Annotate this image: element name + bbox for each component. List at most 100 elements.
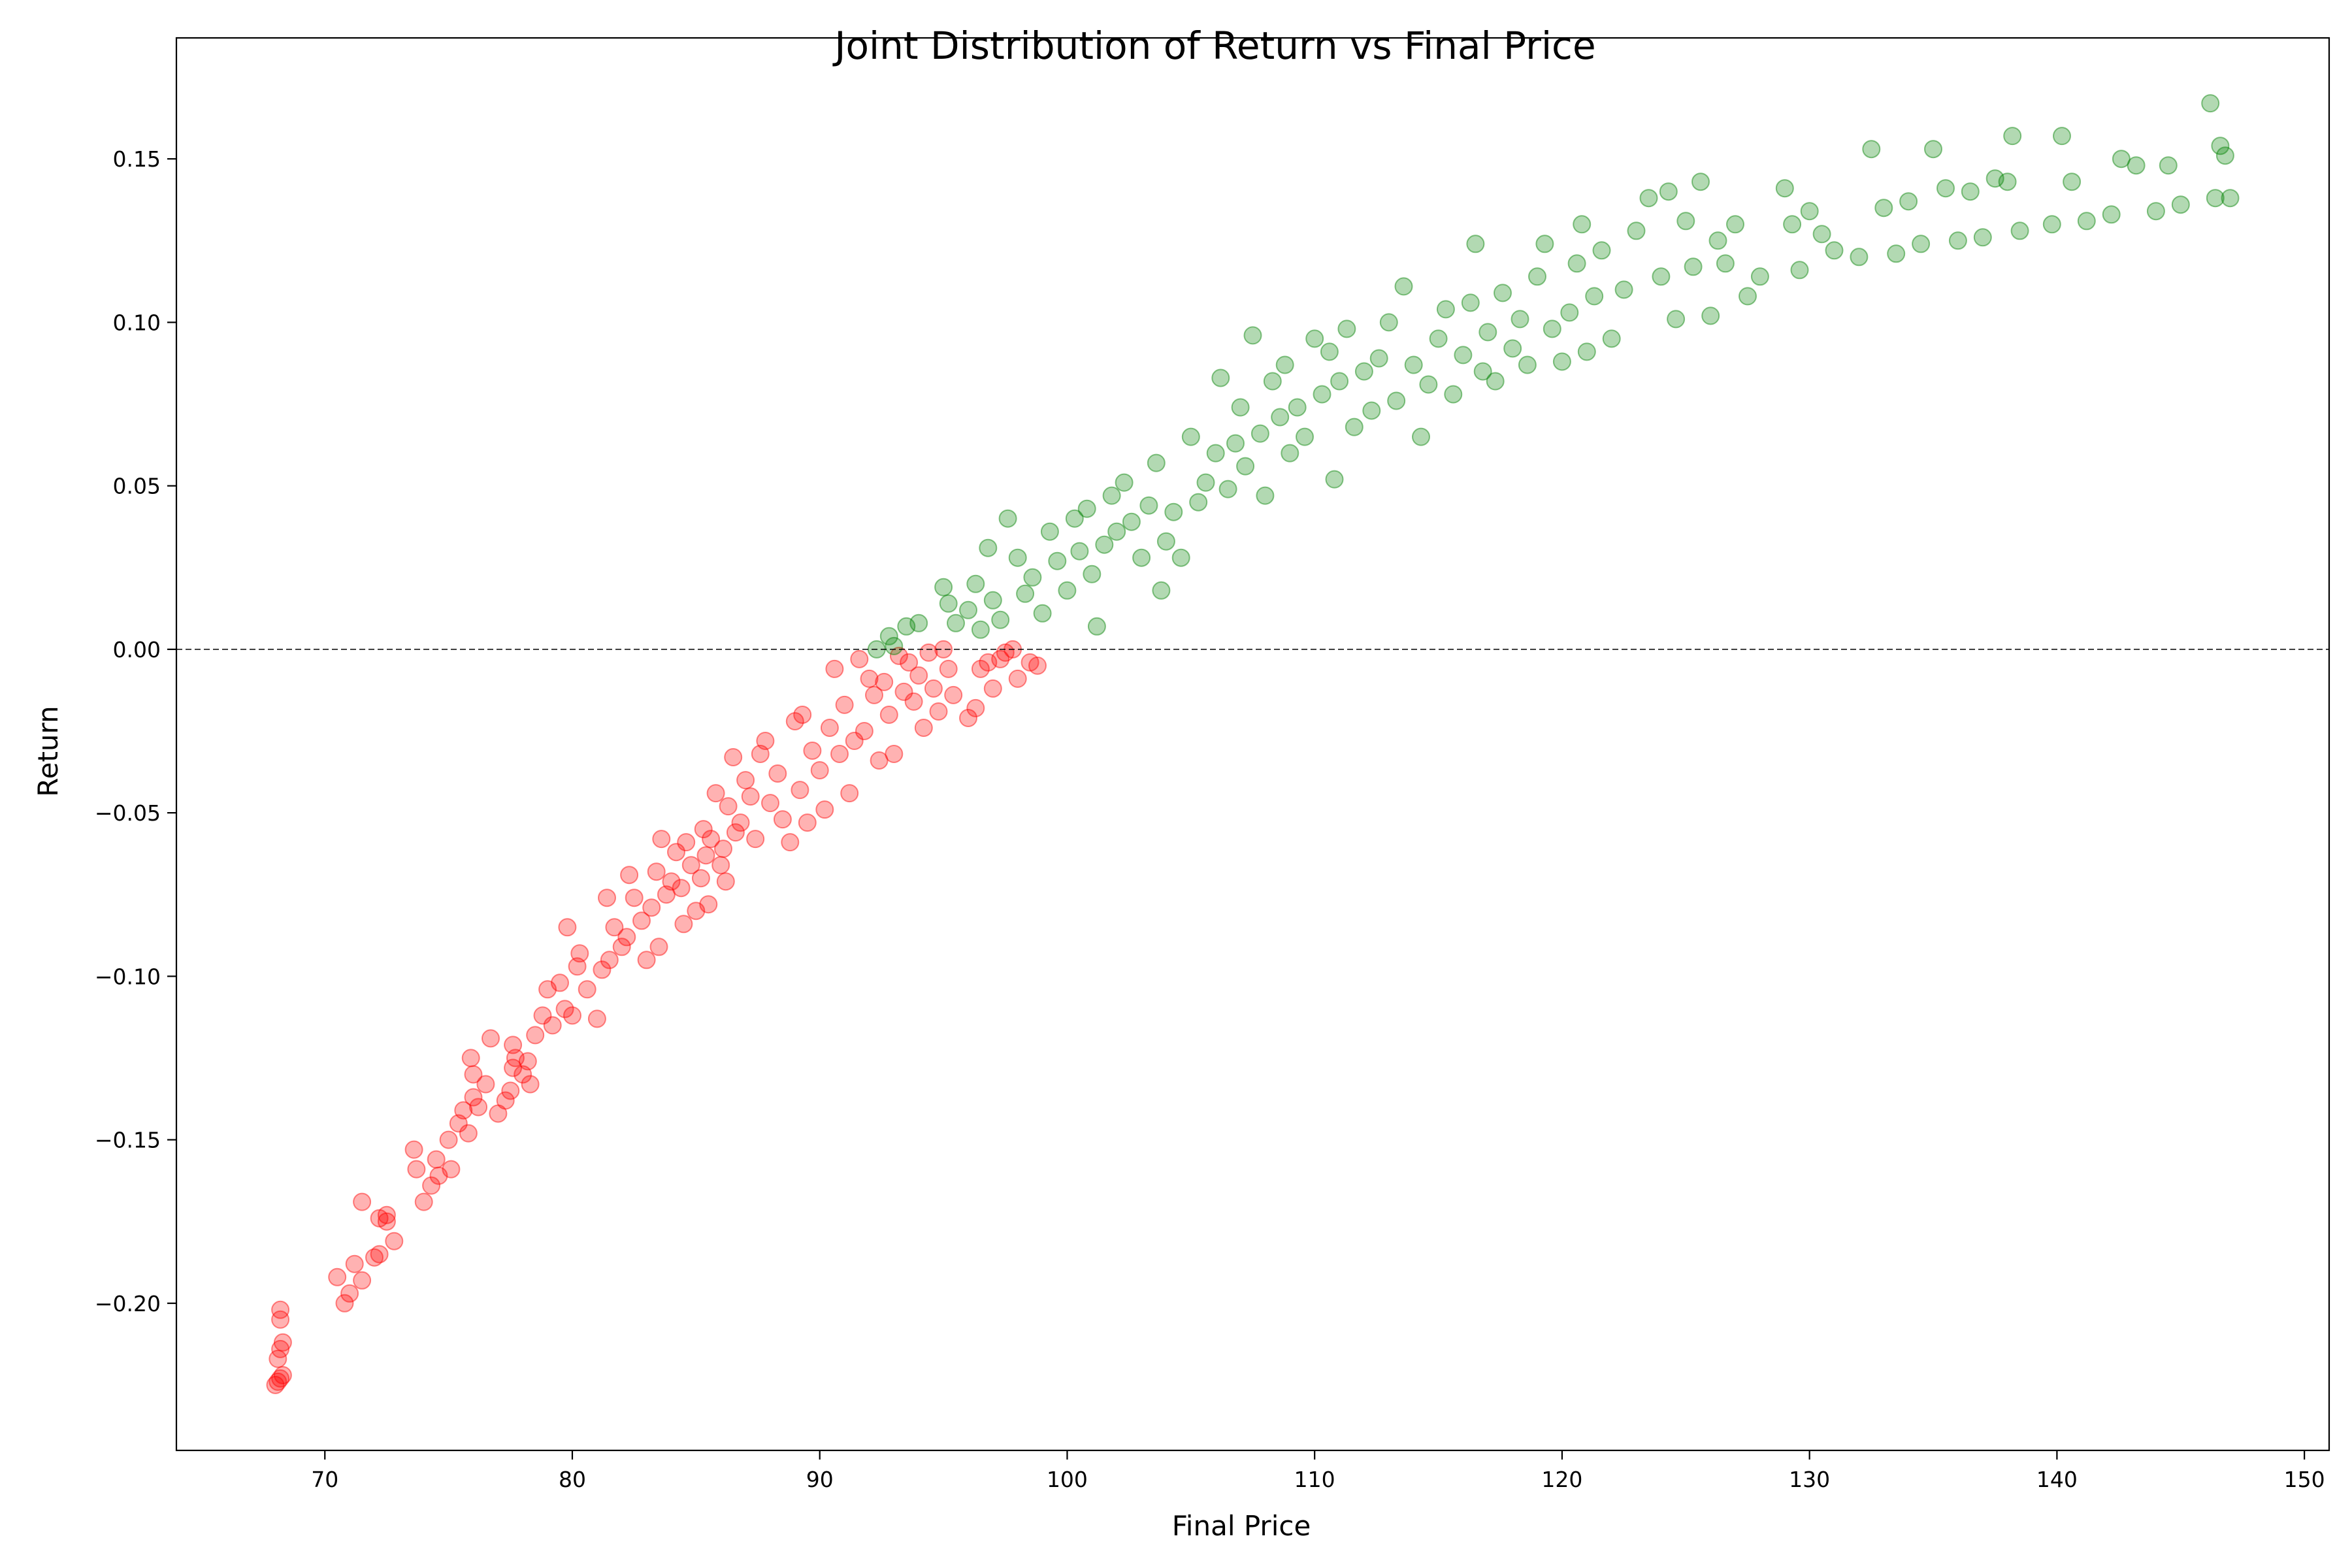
scatter-point: [273, 1333, 292, 1352]
scatter-point: [353, 1192, 372, 1211]
scatter-point: [900, 653, 919, 672]
scatter-point: [1573, 215, 1592, 234]
scatter-point: [551, 973, 569, 992]
scatter-point: [983, 679, 1002, 698]
scatter-point: [1077, 499, 1096, 518]
scatter-point: [521, 1075, 540, 1094]
scatter-point: [1087, 617, 1106, 636]
scatter-point: [501, 1081, 520, 1100]
scatter-point: [464, 1065, 483, 1084]
scatter-point: [2003, 127, 2022, 146]
scatter-point: [674, 915, 693, 934]
y-tick-label: 0.15: [113, 146, 161, 172]
scatter-point: [1250, 424, 1269, 443]
scatter-point: [1048, 551, 1067, 570]
scatter-point: [514, 1065, 532, 1084]
scatter-point: [587, 1009, 606, 1028]
scatter-point: [1243, 326, 1262, 345]
scatter-point: [1676, 212, 1695, 231]
scatter-point: [1040, 522, 1059, 541]
scatter-point: [353, 1271, 372, 1290]
scatter-point: [825, 659, 844, 678]
scatter-point: [1577, 342, 1596, 361]
scatter-point: [897, 617, 916, 636]
scatter-point: [1412, 427, 1430, 446]
scatter-point: [1775, 179, 1794, 198]
scatter-point: [1750, 267, 1769, 286]
scatter-point: [865, 685, 883, 704]
scatter-point: [711, 856, 730, 875]
scatter-point: [1429, 329, 1448, 348]
scatter-point: [803, 742, 822, 760]
scatter-point: [1800, 202, 1819, 221]
scatter-point: [504, 1058, 523, 1077]
scatter-point: [1887, 244, 1906, 263]
scatter-point: [1008, 669, 1027, 688]
scatter-point: [2201, 94, 2220, 113]
scatter-point: [875, 672, 894, 691]
scatter-point: [944, 685, 963, 704]
scatter-point: [266, 1375, 285, 1394]
scatter-point: [568, 957, 587, 976]
scatter-point: [1812, 225, 1831, 244]
scatter-point: [620, 866, 639, 885]
scatter-point: [726, 823, 745, 842]
scatter-point: [461, 1049, 480, 1068]
scatter-point: [1083, 564, 1102, 583]
scatter-point: [694, 820, 713, 839]
scatter-point: [1226, 434, 1245, 453]
scatter-point: [649, 938, 668, 956]
scatter-point: [625, 889, 644, 907]
scatter-point: [1739, 287, 1757, 306]
scatter-point: [449, 1114, 468, 1133]
scatter-point: [939, 659, 958, 678]
scatter-point: [731, 813, 750, 832]
scatter-point: [761, 794, 779, 813]
scatter-point: [598, 889, 616, 907]
x-tick-label: 100: [1047, 1467, 1088, 1492]
scatter-point: [2127, 156, 2146, 175]
y-axis: −0.20 −0.15 −0.10 −0.05 0.00 0.05 0.10 0.15: [95, 146, 176, 1316]
scatter-point: [578, 980, 596, 999]
scatter-point: [1936, 179, 1955, 198]
scatter-point: [365, 1248, 384, 1267]
scatter-point: [1560, 303, 1579, 322]
scatter-point: [1701, 306, 1720, 325]
scatter-point: [815, 800, 834, 819]
scatter-point: [1419, 375, 1438, 394]
scatter-point: [1528, 267, 1546, 286]
scatter-point: [1147, 453, 1166, 472]
scatter-point: [271, 1310, 290, 1329]
scatter-point: [454, 1101, 473, 1120]
y-tick-label: −0.10: [95, 964, 161, 989]
scatter-point: [1281, 444, 1299, 463]
scatter-point: [1518, 355, 1537, 374]
scatter-point: [1783, 215, 1802, 234]
scatter-point: [1444, 385, 1463, 404]
scatter-point: [1189, 493, 1208, 512]
scatter-point: [1070, 542, 1089, 561]
scatter-point: [702, 830, 721, 849]
y-tick-label: 0.05: [113, 474, 161, 499]
scatter-point: [672, 879, 691, 898]
scatter-point: [1985, 169, 2004, 188]
scatter-point: [1122, 512, 1141, 531]
scatter-point: [835, 695, 854, 714]
scatter-point: [2077, 212, 2096, 231]
y-tick-label: 0.10: [113, 310, 161, 335]
scatter-point: [870, 751, 889, 770]
scatter-point: [768, 764, 787, 783]
scatter-point: [2215, 146, 2234, 165]
scatter-point: [1948, 231, 1967, 250]
scatter-point: [1667, 310, 1686, 329]
scatter-point: [879, 706, 898, 724]
scatter-point: [1211, 368, 1230, 387]
scatter-point: [947, 613, 965, 632]
scatter-point: [724, 748, 743, 766]
scatter-point: [934, 640, 953, 659]
scatter-point: [1924, 140, 1942, 159]
scatter-point: [1231, 398, 1250, 417]
x-tick-label: 80: [559, 1467, 586, 1492]
scatter-point: [979, 653, 998, 672]
scatter-point: [496, 1091, 515, 1110]
